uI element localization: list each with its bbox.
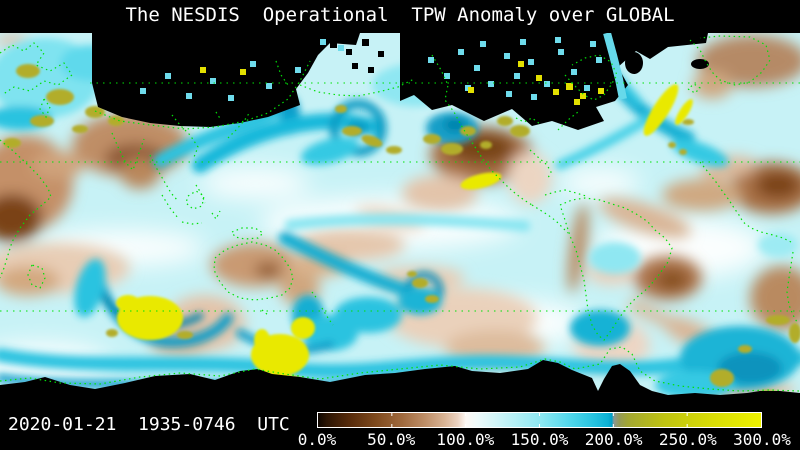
- no-data-region-canada: [400, 33, 708, 130]
- olive-anomaly-blobs: [3, 61, 800, 410]
- latitude-gridlines: [0, 82, 800, 312]
- colorbar-label: 0.0%: [297, 430, 337, 449]
- no-data-region-siberia: [92, 33, 360, 127]
- colorbar-label: 200.0%: [584, 430, 643, 449]
- wet-anomaly-regions: [0, 38, 800, 399]
- colorbar-scale: [317, 412, 762, 428]
- dry-anomaly-regions: [0, 35, 800, 400]
- data-speckles-yellow: [200, 61, 604, 105]
- page-title: The NESDIS Operational TPW Anomaly over …: [125, 4, 675, 26]
- colorbar-labels: 0.0% 50.0% 100.0% 150.0% 200.0% 250.0% 3…: [298, 430, 791, 449]
- anomaly-field-image: [0, 33, 800, 410]
- colorbar-label: 250.0%: [658, 430, 717, 449]
- no-data-region-antarctica: [0, 360, 800, 410]
- colorbar-gradient: [318, 413, 761, 427]
- coastlines: [0, 35, 800, 392]
- colorbar-label: 100.0%: [436, 430, 495, 449]
- colorbar-label: 150.0%: [510, 430, 569, 449]
- colorbar-ticks: [391, 413, 688, 427]
- timestamp: 2020-01-21 1935-0746 UTC: [8, 414, 290, 435]
- world-anomaly-map: [0, 33, 800, 410]
- baffin-bay-strip: [603, 33, 627, 100]
- no-data-regions: [0, 33, 800, 410]
- colorbar-label: 50.0%: [367, 430, 416, 449]
- colorbar-label: 300.0%: [733, 430, 791, 449]
- no-data-patch: [625, 52, 643, 74]
- data-speckles-black: [330, 39, 384, 73]
